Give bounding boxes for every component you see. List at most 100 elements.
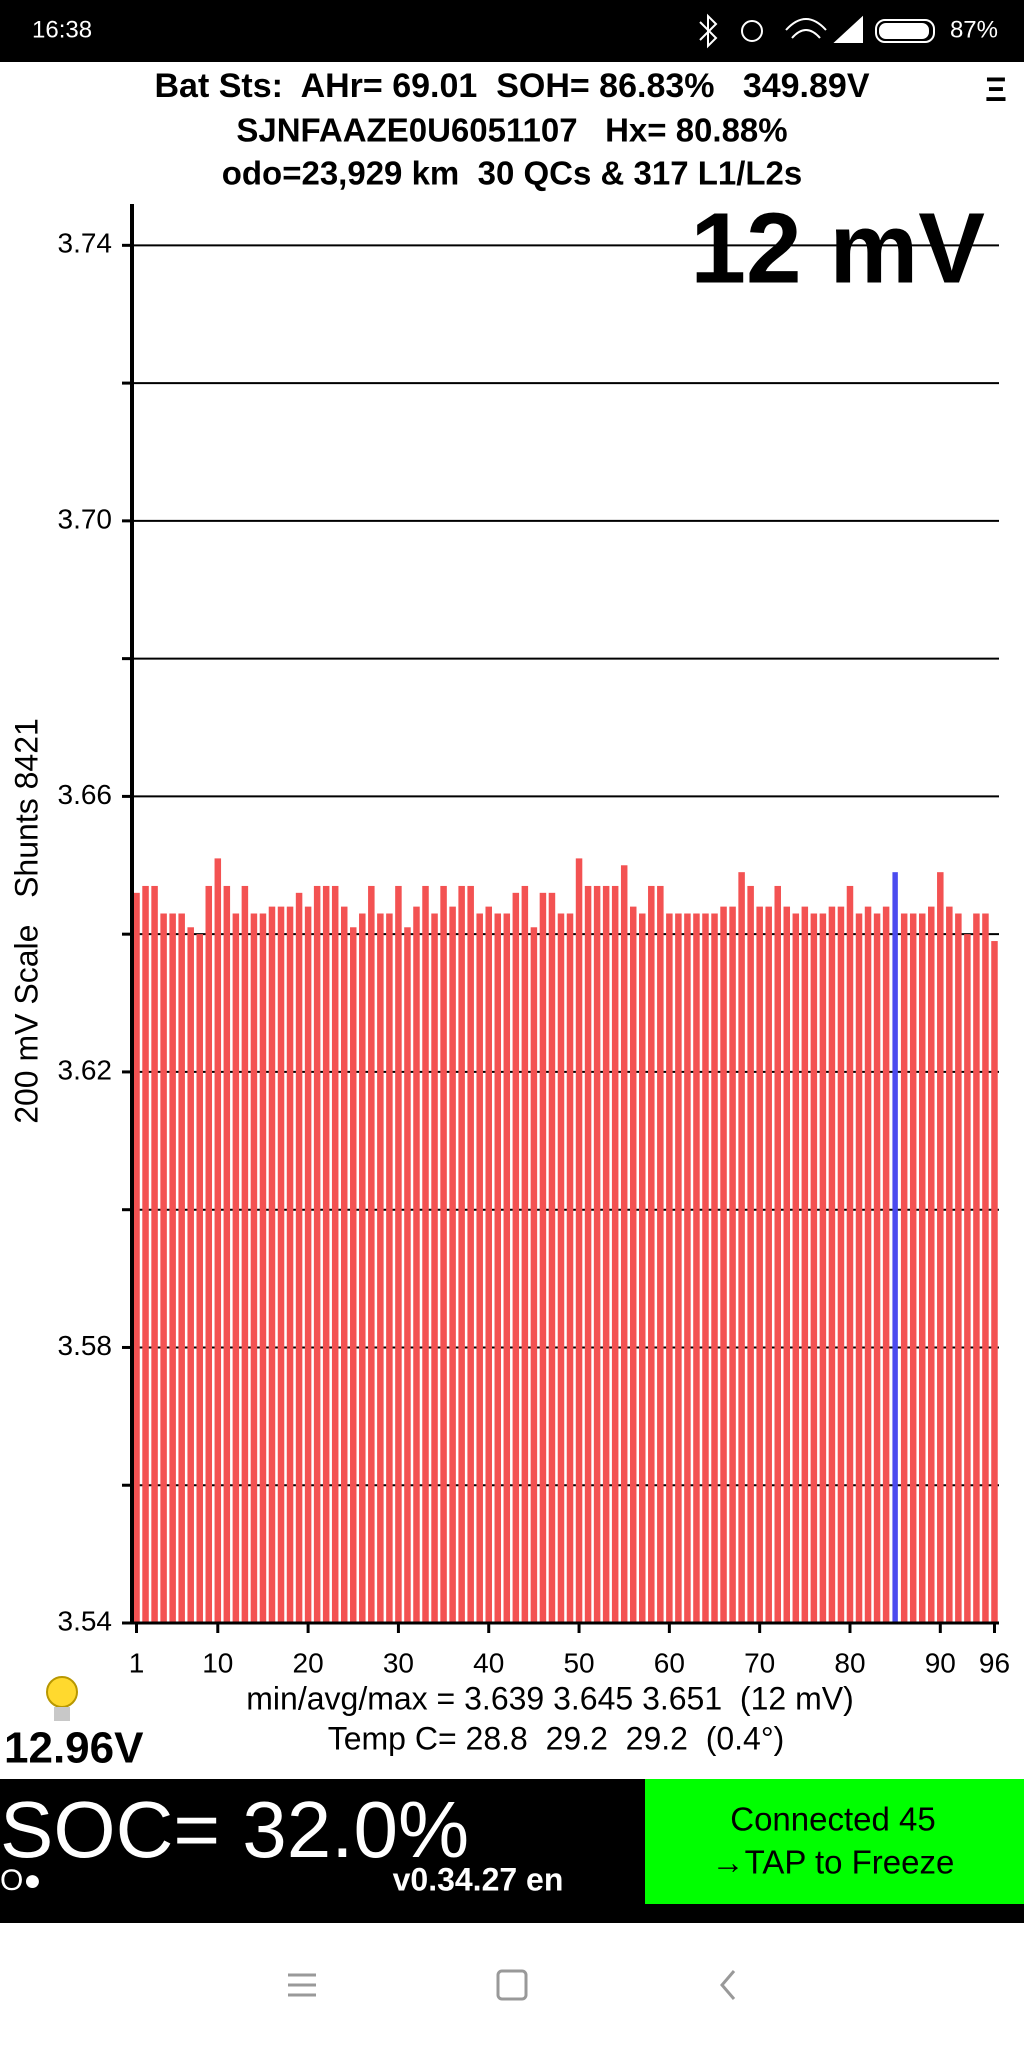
bar: [855, 913, 863, 1623]
menu-button[interactable]: Ξ: [985, 71, 1007, 109]
version: v0.34.27 en: [393, 1861, 564, 1897]
bar: [828, 906, 836, 1623]
bar: [711, 913, 718, 1623]
status-battery: 87%: [950, 16, 998, 43]
bar: [151, 885, 158, 1623]
freeze-button[interactable]: Connected 45 →TAP to Freeze: [645, 1779, 1024, 1904]
bar: [196, 934, 203, 1623]
nav-bar: [288, 1969, 736, 2001]
bar: [142, 885, 149, 1623]
bar: [259, 913, 267, 1623]
bar: [648, 885, 655, 1623]
status-bar: [0, 0, 1024, 62]
y-tick-label: 3.70: [58, 503, 113, 534]
soc: SOC= 32.0%: [0, 1785, 469, 1874]
bar: [566, 913, 574, 1623]
connected-label[interactable]: Connected 45: [730, 1801, 936, 1838]
indicator: O●: [0, 1864, 41, 1897]
bar: [819, 913, 827, 1623]
bar: [611, 885, 619, 1623]
tap-label[interactable]: →TAP to Freeze: [712, 1844, 955, 1881]
x-tick-label: 50: [563, 1647, 594, 1678]
x-tick-label: 96: [979, 1647, 1010, 1678]
x-tick-label: 60: [654, 1647, 685, 1678]
bar: [792, 913, 800, 1623]
header-line: Bat Sts: AHr= 69.01 SOH= 86.83% 349.89V: [154, 67, 869, 105]
bar: [277, 906, 285, 1623]
y-tick-label: 3.58: [58, 1330, 113, 1361]
y-axis-label: 200 mV Scale Shunts 8421: [8, 718, 44, 1124]
bar: [620, 865, 628, 1623]
nav-back[interactable]: [720, 1970, 736, 2000]
bar: [873, 913, 881, 1623]
bar: [205, 885, 213, 1623]
bar: [602, 885, 610, 1623]
y-tick-label: 3.54: [58, 1605, 113, 1636]
bar: [458, 885, 465, 1623]
bar: [557, 913, 565, 1623]
bar: [467, 885, 474, 1623]
header-line: odo=23,929 km 30 QCs & 317 L1/L2s: [222, 155, 803, 192]
x-tick-label: 10: [202, 1647, 233, 1678]
bar: [909, 913, 917, 1623]
freeze-button-bg[interactable]: [645, 1779, 1024, 1904]
bar: [286, 906, 294, 1623]
y-tick-label: 3.66: [58, 779, 113, 810]
status-time: 16:38: [32, 16, 92, 43]
bar: [548, 892, 556, 1623]
bar: [503, 913, 511, 1623]
bar: [964, 934, 971, 1623]
bar: [928, 906, 935, 1623]
bar: [368, 885, 375, 1623]
bar: [982, 913, 989, 1623]
x-tick-label: 90: [925, 1647, 956, 1678]
bar: [187, 927, 194, 1623]
bar: [241, 885, 249, 1623]
bar: [395, 885, 402, 1623]
bar: [340, 906, 348, 1623]
bar: [584, 885, 592, 1623]
bar: [720, 906, 727, 1623]
bar: [702, 913, 709, 1623]
bar: [747, 885, 754, 1623]
bar: [313, 885, 321, 1623]
bar: [440, 885, 447, 1623]
bar: [232, 913, 240, 1623]
bar: [404, 927, 411, 1623]
bar: [350, 927, 357, 1623]
bar: [657, 885, 664, 1623]
bar: [223, 885, 231, 1623]
bar: [169, 913, 176, 1623]
bar: [918, 913, 926, 1623]
bar: [864, 906, 872, 1623]
bar: [322, 885, 330, 1623]
bar: [178, 913, 185, 1623]
x-tick-label: 70: [744, 1647, 775, 1678]
bar: [955, 913, 962, 1623]
bar: [268, 906, 276, 1623]
bar: [666, 913, 673, 1623]
nav-menu[interactable]: [288, 1973, 316, 1997]
bar: [937, 872, 944, 1623]
bar: [512, 892, 520, 1623]
bar: [693, 913, 700, 1623]
bar: [377, 913, 384, 1623]
bar: [729, 906, 736, 1623]
stats-line: min/avg/max = 3.639 3.645 3.651 (12 mV): [246, 1680, 853, 1716]
aux-voltage: 12.96V: [4, 1724, 144, 1773]
bar: [756, 906, 763, 1623]
bar: [593, 885, 601, 1623]
bar: [331, 885, 339, 1623]
bar: [629, 906, 637, 1623]
bar: [991, 941, 998, 1623]
nav-home[interactable]: [496, 1969, 528, 2001]
x-tick-label: 80: [834, 1647, 865, 1678]
bar: [494, 913, 502, 1623]
x-tick-label: 40: [473, 1647, 504, 1678]
x-tick-label: 20: [293, 1647, 324, 1678]
bar: [892, 872, 898, 1623]
bar: [539, 892, 547, 1623]
bar: [783, 906, 791, 1623]
bar: [521, 885, 529, 1623]
bar: [837, 906, 845, 1623]
